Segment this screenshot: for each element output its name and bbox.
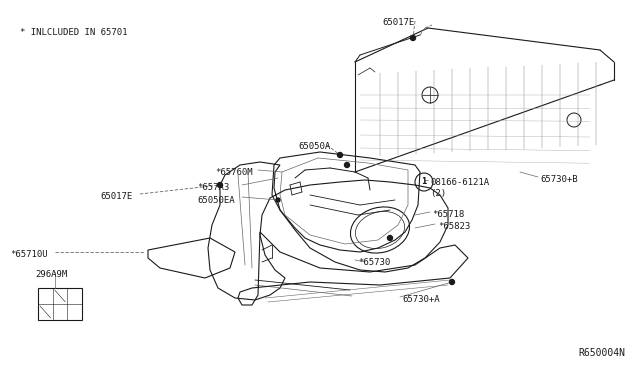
Circle shape bbox=[344, 163, 349, 167]
Text: * INLCLUDED IN 65701: * INLCLUDED IN 65701 bbox=[20, 28, 127, 37]
Circle shape bbox=[218, 183, 223, 187]
Text: 296A9M: 296A9M bbox=[35, 270, 67, 279]
Text: R650004N: R650004N bbox=[578, 348, 625, 358]
Text: *65710U: *65710U bbox=[10, 250, 47, 259]
Circle shape bbox=[449, 279, 454, 285]
Circle shape bbox=[276, 198, 280, 202]
Text: 08166-6121A: 08166-6121A bbox=[430, 178, 489, 187]
Text: 65050EA: 65050EA bbox=[197, 196, 235, 205]
Text: 65730+B: 65730+B bbox=[540, 175, 578, 184]
Text: *65823: *65823 bbox=[438, 222, 470, 231]
Text: *65760M: *65760M bbox=[215, 168, 253, 177]
Text: *65730: *65730 bbox=[358, 258, 390, 267]
Circle shape bbox=[387, 235, 392, 241]
Text: 1: 1 bbox=[421, 177, 427, 186]
Text: 65050A: 65050A bbox=[298, 142, 330, 151]
Text: *65718: *65718 bbox=[432, 210, 464, 219]
Text: 65730+A: 65730+A bbox=[402, 295, 440, 304]
Text: 65017E: 65017E bbox=[100, 192, 132, 201]
Text: *657A3: *657A3 bbox=[197, 183, 229, 192]
Text: 65017E: 65017E bbox=[382, 18, 414, 27]
Circle shape bbox=[410, 35, 415, 41]
Text: (2): (2) bbox=[430, 189, 446, 198]
Circle shape bbox=[337, 153, 342, 157]
